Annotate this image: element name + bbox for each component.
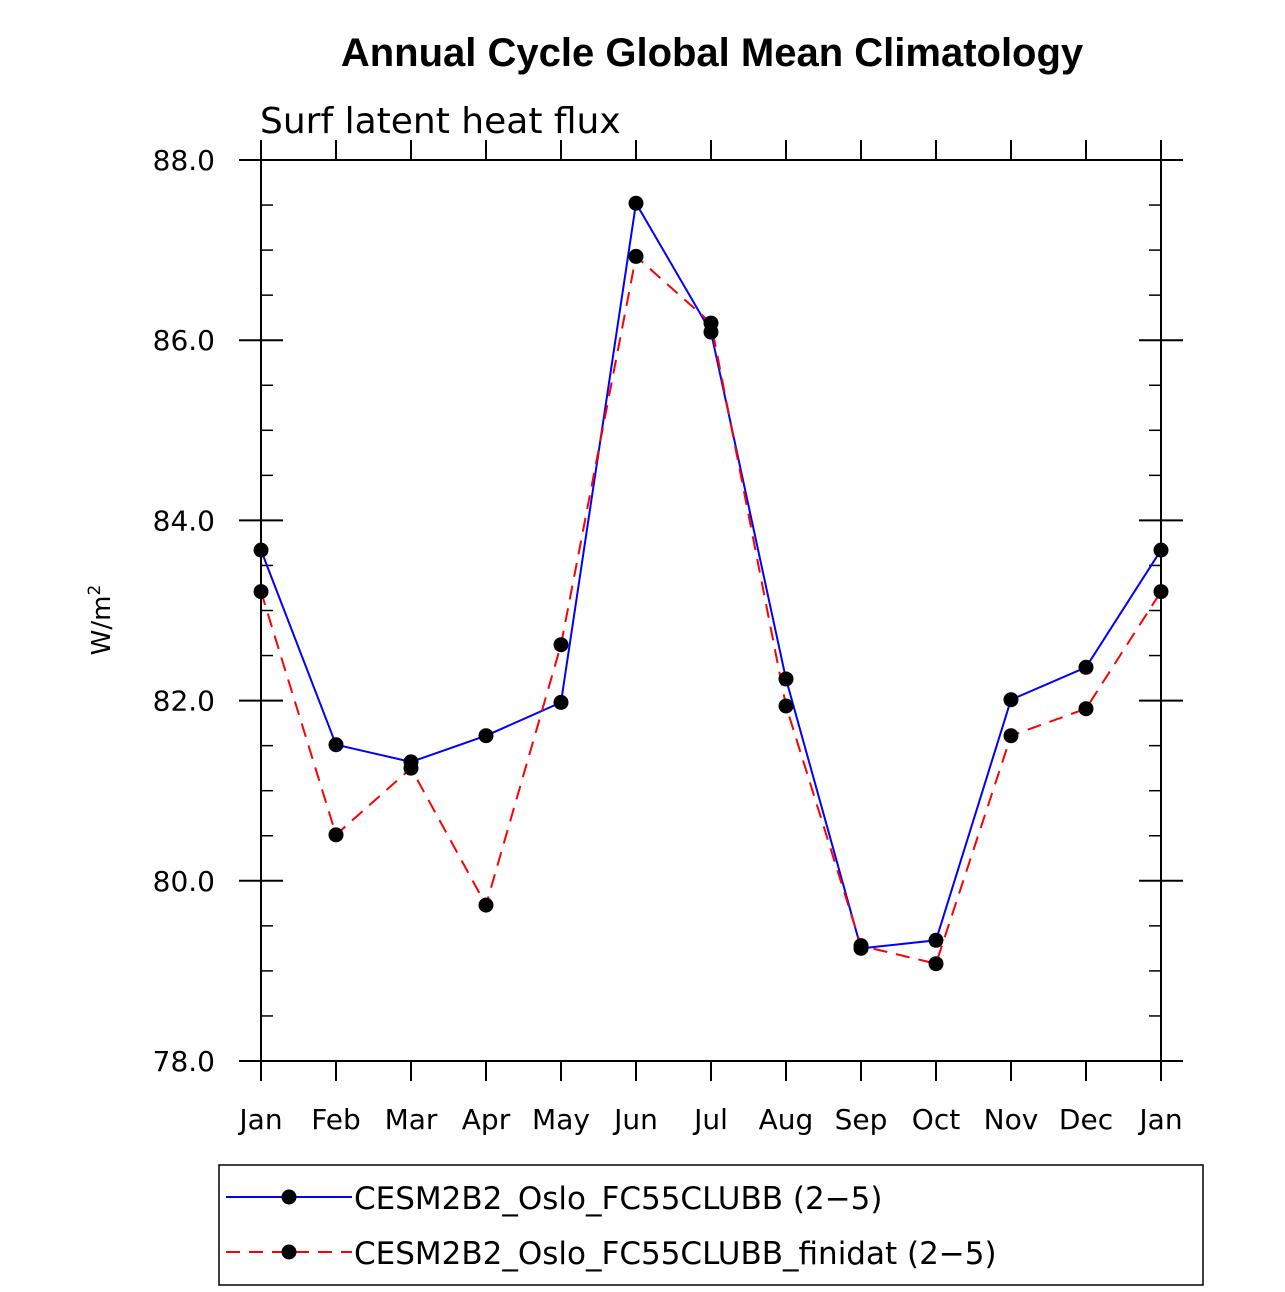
chart-title: Annual Cycle Global Mean Climatology	[341, 31, 1084, 75]
data-point-0	[1153, 542, 1169, 558]
data-point-0	[1003, 692, 1019, 708]
series-line-0	[260, 200, 1162, 950]
x-tick-labels: Jan Feb Mar Apr May Jun Jul Aug Sep Oct Nov Dec Jan	[237, 1103, 1182, 1136]
x-tick-label: Jan	[237, 1103, 282, 1136]
data-point-1	[928, 956, 944, 972]
legend-label-0: CESM2B2_Oslo_FC55CLUBB (2−5)	[354, 1181, 882, 1217]
data-point-1	[703, 315, 719, 331]
data-point-0	[628, 195, 644, 211]
y-tick-label: 78.0	[153, 1045, 215, 1078]
x-tick-label: Jan	[1137, 1103, 1182, 1136]
legend-box	[218, 1164, 1204, 1286]
plot-axes	[239, 140, 1183, 1081]
y-tick-label: 84.0	[153, 504, 215, 537]
legend-marker-1	[281, 1244, 297, 1260]
data-point-1	[778, 698, 794, 714]
data-point-0	[1078, 659, 1094, 675]
series-line-1	[260, 254, 1162, 965]
data-point-1	[1153, 584, 1169, 600]
x-tick-label: Jun	[612, 1103, 658, 1136]
y-tick-label: 82.0	[153, 685, 215, 718]
legend: CESM2B2_Oslo_FC55CLUBB (2−5) CESM2B2_Osl…	[218, 1164, 1204, 1286]
data-point-0	[478, 728, 494, 744]
legend-label-1: CESM2B2_Oslo_FC55CLUBB_finidat (2−5)	[354, 1236, 997, 1272]
x-tick-label: Nov	[984, 1103, 1039, 1136]
y-axis-label-superscript: 2	[85, 585, 105, 596]
data-point-0	[253, 542, 269, 558]
data-point-1	[1078, 701, 1094, 717]
x-tick-label: Oct	[912, 1103, 960, 1136]
x-tick-label: Apr	[462, 1103, 511, 1136]
x-tick-label: Aug	[759, 1103, 814, 1136]
x-tick-label: Jul	[692, 1103, 728, 1136]
chart-subtitle: Surf latent heat flux	[260, 101, 621, 142]
plot-frame	[260, 159, 1162, 1062]
legend-marker-0	[281, 1189, 297, 1205]
data-point-0	[778, 671, 794, 687]
data-point-0	[328, 737, 344, 753]
y-tick-labels: 78.0 80.0 82.0 84.0 86.0 88.0	[153, 144, 215, 1078]
data-point-1	[478, 897, 494, 913]
data-point-0	[928, 932, 944, 948]
x-tick-label: Sep	[835, 1103, 888, 1136]
data-point-1	[1003, 728, 1019, 744]
data-point-1	[853, 938, 869, 954]
x-tick-label: Mar	[385, 1103, 438, 1136]
x-tick-label: Dec	[1059, 1103, 1113, 1136]
data-point-1	[253, 584, 269, 600]
x-tick-label: May	[532, 1103, 590, 1136]
y-axis-label-text: W/m	[87, 596, 117, 656]
data-point-0	[553, 694, 569, 710]
data-point-1	[553, 637, 569, 653]
y-axis-label: W/m2	[85, 585, 117, 656]
y-tick-label: 86.0	[153, 324, 215, 357]
x-tick-label: Feb	[311, 1103, 361, 1136]
data-point-1	[403, 760, 419, 776]
y-tick-label: 88.0	[153, 144, 215, 177]
plot-series	[253, 195, 1169, 972]
data-point-1	[628, 248, 644, 264]
y-tick-label: 80.0	[153, 865, 215, 898]
data-point-1	[328, 827, 344, 843]
